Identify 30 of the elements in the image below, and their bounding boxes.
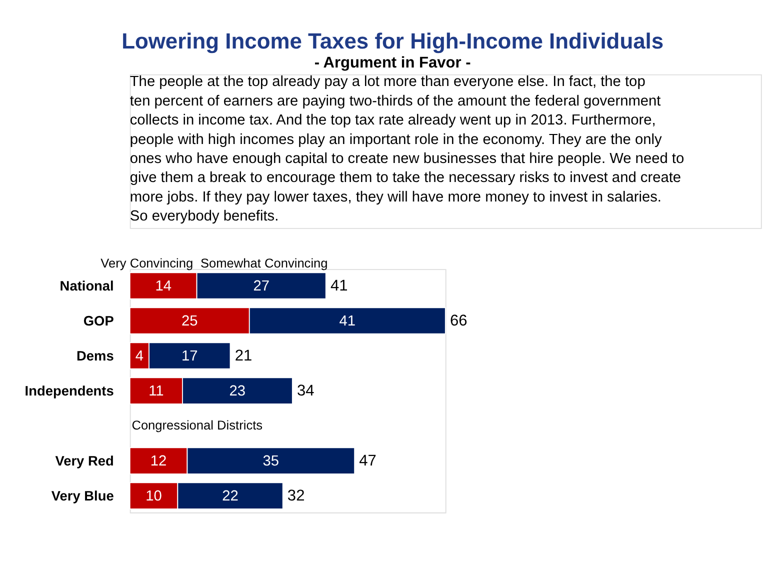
total-label: 21: [234, 347, 252, 364]
y-tick-label: Very Red: [55, 453, 114, 468]
total-label: 34: [296, 382, 315, 400]
data-label: 11: [148, 383, 164, 400]
text: The people at the top already pay a lot more than everyone else. In fact, the top ten percent of earners are paying two-thirds of the amount the federal government collects in income tax. And the top tax rate already went up in 2013. Furthermore, people with high incomes play an important role in the economy. They are the only ones who have enough capital to create new businesses that hire people. We need to give them a break to encourage them to take the necessary risks to invest and create more jobs. If they pay lower taxes, they will have more money to invest in salaries. So everybody benefits.: [130, 74, 684, 225]
data-label: 14: [155, 278, 172, 294]
y-tick-label: Very Blue: [51, 488, 114, 504]
data-label: 27: [253, 278, 270, 294]
data-label: 35: [262, 453, 280, 470]
data-label: 41: [339, 313, 356, 330]
series-label: Very Convincing: [100, 255, 194, 270]
chart-title: Lowering Income Taxes for High-Income Individuals: [122, 28, 664, 54]
data-label: 23: [229, 383, 246, 400]
y-tick-label: Independents: [24, 383, 114, 398]
data-label: 10: [146, 488, 162, 504]
total-label: 47: [359, 452, 376, 470]
data-label: 22: [222, 488, 238, 504]
annotation: Congressional Districts: [132, 417, 263, 432]
series-label: Somewhat Convincing: [200, 255, 328, 270]
chart-subtitle: - Argument in Favor -: [314, 54, 471, 72]
data-label: 4: [135, 348, 144, 364]
data-label: 12: [150, 453, 167, 470]
total-label: 32: [287, 487, 305, 504]
data-label: 17: [181, 348, 198, 364]
total-label: 41: [330, 277, 348, 294]
data-label: 25: [181, 313, 198, 330]
y-tick-label: National: [60, 278, 114, 294]
y-tick-label: Dems: [76, 348, 114, 364]
y-tick-label: GOP: [83, 313, 114, 328]
total-label: 66: [450, 312, 468, 330]
